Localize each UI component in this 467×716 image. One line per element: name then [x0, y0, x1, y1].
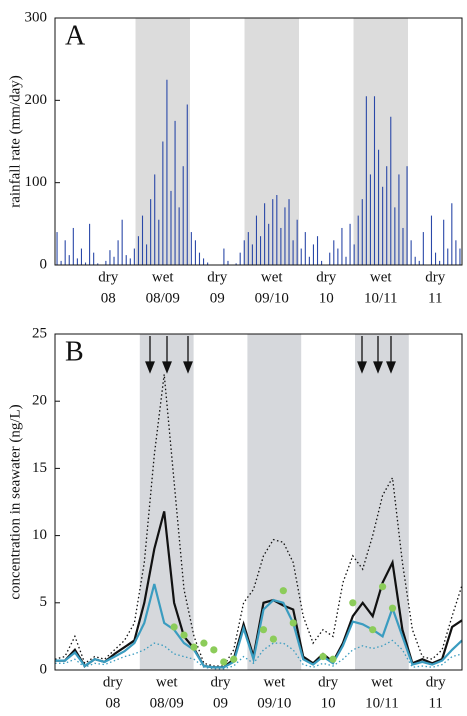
observation	[210, 646, 218, 654]
y-axis-label: rainfall rate (mm/day)	[7, 75, 23, 207]
y-tick-label: 25	[32, 325, 47, 341]
x-category-label: dry	[207, 269, 227, 285]
arrow-head	[357, 361, 367, 374]
x-category-label: wet	[263, 674, 285, 690]
wet-season-shade	[139, 334, 194, 670]
x-category-label: dry	[103, 674, 123, 690]
observation	[170, 623, 178, 631]
y-tick-label: 300	[25, 9, 48, 25]
observation	[269, 635, 277, 643]
x-category-label: dry	[426, 674, 446, 690]
x-category-label: wet	[261, 269, 283, 285]
x-category-label: 09	[213, 695, 228, 711]
x-category-label: wet	[370, 269, 392, 285]
x-category-label: 10/11	[365, 695, 399, 711]
x-category-label: 09/10	[257, 695, 291, 711]
x-category-label: dry	[98, 269, 118, 285]
observation	[378, 583, 387, 591]
y-tick-label: 5	[40, 594, 48, 610]
observation	[200, 639, 208, 647]
arrow-head	[373, 361, 383, 374]
model-line	[55, 583, 463, 669]
y-tick-label: 15	[32, 460, 47, 476]
plot-frame	[54, 17, 463, 266]
observation	[230, 655, 238, 663]
x-category-label: 11	[428, 290, 442, 306]
x-category-label: 11	[428, 695, 442, 711]
panel-label: B	[65, 336, 84, 367]
observation	[329, 655, 337, 663]
x-category-label: 10/11	[364, 290, 398, 306]
wet-season-shade	[244, 18, 299, 265]
y-axis-label: concentration in seawater (ng/L)	[7, 404, 23, 599]
x-category-label: wet	[371, 674, 393, 690]
y-tick-label: 10	[32, 527, 47, 543]
observation	[319, 652, 327, 661]
y-tick-label: 200	[25, 92, 48, 108]
observation	[369, 626, 377, 634]
observation	[388, 604, 397, 612]
observation	[190, 643, 198, 651]
observation	[259, 626, 268, 634]
x-category-label: 10	[321, 695, 336, 711]
event-arrows	[145, 336, 396, 374]
y-tick-label: 0	[40, 256, 48, 272]
y-tick-label: 0	[40, 661, 48, 677]
arrow-head	[145, 361, 155, 374]
observation	[349, 599, 357, 607]
range-line	[54, 374, 463, 667]
x-category-label: 09/10	[255, 290, 289, 306]
x-category-label: 09	[210, 290, 225, 306]
x-category-label: 08	[101, 290, 116, 306]
arrow-head	[386, 361, 396, 374]
wet-season-shade	[353, 18, 408, 265]
y-tick-label: 100	[25, 174, 48, 190]
x-category-label: dry	[316, 269, 336, 285]
x-category-label: dry	[318, 674, 338, 690]
x-category-label: 08/09	[150, 695, 184, 711]
wet-season-shade	[247, 334, 302, 670]
x-category-label: dry	[211, 674, 231, 690]
observation	[220, 658, 228, 666]
observation	[289, 619, 297, 627]
observation	[180, 631, 188, 639]
x-category-label: 10	[319, 290, 334, 306]
arrow-head	[162, 361, 172, 374]
arrow-head	[183, 361, 193, 374]
panel-label: A	[65, 20, 86, 51]
x-category-label: dry	[425, 269, 445, 285]
y-tick-label: 20	[32, 393, 47, 409]
range-line	[55, 639, 463, 670]
x-category-label: wet	[156, 674, 178, 690]
x-category-label: 08	[105, 695, 120, 711]
observation	[279, 587, 287, 595]
x-category-label: wet	[152, 269, 174, 285]
plot-frame	[54, 333, 463, 671]
x-category-label: 08/09	[146, 290, 180, 306]
